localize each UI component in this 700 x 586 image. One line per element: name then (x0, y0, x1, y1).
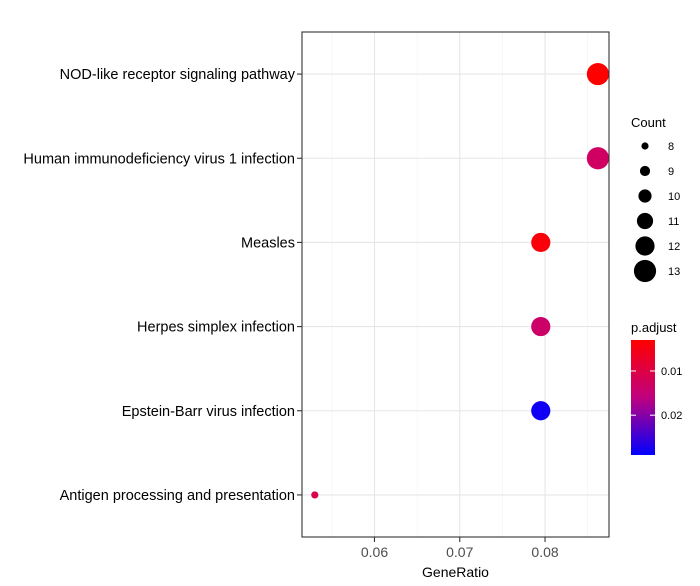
size-legend-items: 8 9 10 11 12 13 (633, 141, 680, 283)
color-legend-title: p.adjust (631, 320, 677, 335)
color-legend: p.adjust 0.01 0.02 (631, 320, 682, 455)
color-legend-label: 0.01 (661, 366, 682, 378)
size-legend-key (635, 236, 655, 256)
color-legend-ticks: 0.01 0.02 (631, 366, 682, 422)
data-point (586, 62, 610, 86)
y-tick-label: Herpes simplex infection (137, 320, 295, 336)
size-legend: Count 8 9 10 11 12 13 (631, 115, 680, 283)
x-axis: 0.06 0.07 0.08 (361, 537, 559, 560)
y-tick-label: Epstein-Barr virus infection (122, 404, 295, 420)
y-tick-label: Measles (241, 235, 295, 251)
y-axis: NOD-like receptor signaling pathway Human… (23, 67, 302, 504)
color-bar (631, 340, 655, 455)
size-legend-label: 12 (668, 241, 680, 253)
y-tick-label: NOD-like receptor signaling pathway (60, 67, 296, 83)
data-point (531, 401, 551, 421)
data-points (311, 62, 610, 499)
size-legend-key (636, 212, 654, 230)
data-point (311, 491, 319, 499)
size-legend-label: 9 (668, 166, 674, 178)
data-point (531, 316, 551, 337)
x-tick-label: 0.07 (446, 544, 473, 560)
size-legend-key (641, 142, 649, 150)
x-tick-label: 0.08 (531, 544, 558, 560)
plot-panel (302, 32, 609, 537)
size-legend-title: Count (631, 115, 666, 130)
x-axis-title: GeneRatio (422, 564, 489, 580)
size-legend-label: 10 (668, 191, 680, 203)
size-legend-label: 8 (668, 141, 674, 153)
data-point (586, 147, 610, 170)
data-point (531, 232, 551, 253)
y-tick-label: Human immunodeficiency virus 1 infection (23, 151, 295, 167)
grid-lines (302, 32, 609, 537)
size-legend-label: 11 (668, 216, 679, 228)
size-legend-key (638, 189, 652, 203)
size-legend-key (639, 165, 651, 177)
y-tick-label: Antigen processing and presentation (60, 488, 295, 504)
color-legend-label: 0.02 (661, 410, 682, 422)
size-legend-key (633, 259, 657, 283)
x-tick-label: 0.06 (361, 544, 388, 560)
size-legend-label: 13 (668, 266, 680, 278)
plot-border (301, 31, 610, 538)
